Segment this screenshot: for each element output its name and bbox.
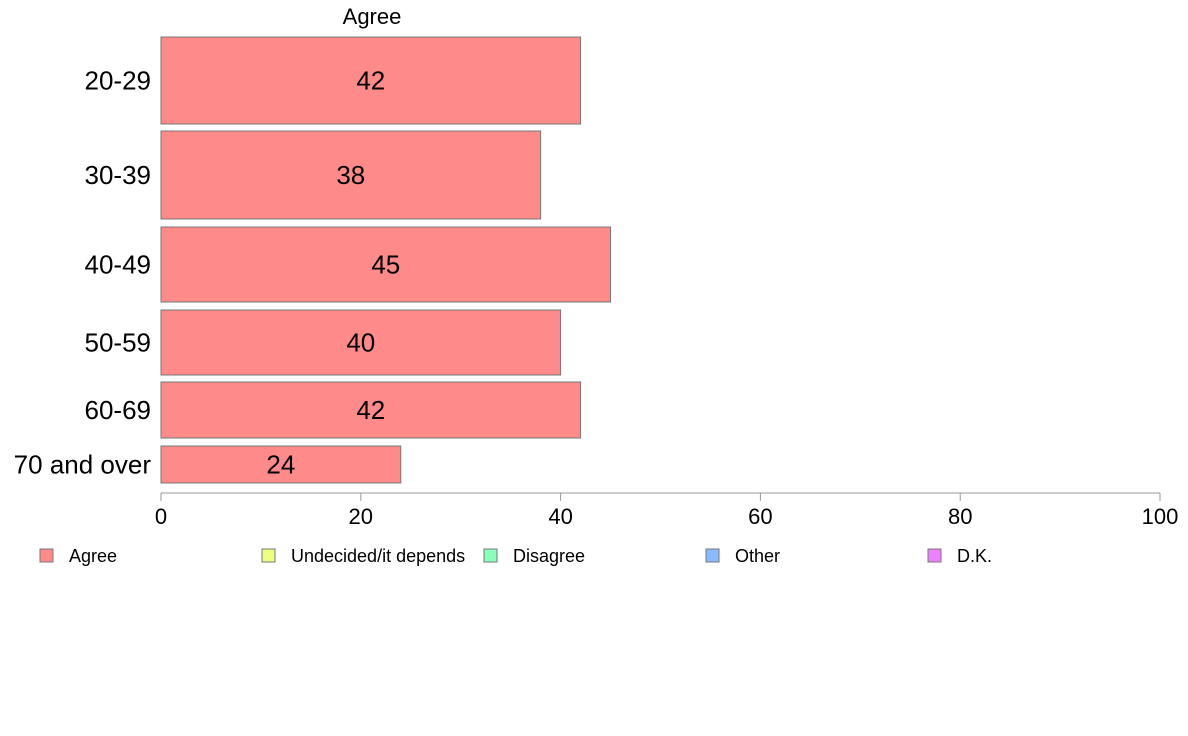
legend-swatch: [261, 548, 276, 563]
bar-value-label: 40: [346, 328, 375, 358]
bar-value-label: 42: [356, 66, 385, 96]
series-title: Agree: [343, 4, 402, 29]
x-axis: 0 20 40 60 80 100: [155, 492, 1179, 529]
legend-swatch: [705, 548, 720, 563]
x-tick-label: 20: [349, 504, 373, 529]
bar: [160, 130, 542, 220]
bar-value-label: 42: [356, 395, 385, 425]
legend-label: Other: [735, 546, 780, 566]
bars: [160, 36, 612, 484]
category-labels: 20-29 30-39 40-49 50-59 60-69 70 and over: [14, 66, 152, 480]
x-tick-label: 60: [748, 504, 772, 529]
legend-label: Disagree: [513, 546, 585, 566]
bar: [160, 445, 402, 484]
bar: [160, 36, 582, 125]
x-tick-label: 80: [948, 504, 972, 529]
bar: [160, 381, 582, 439]
category-label: 60-69: [85, 395, 152, 425]
legend-swatch: [39, 548, 54, 563]
x-tick-label: 0: [155, 504, 167, 529]
legend: Agree Undecided/it depends Disagree Other D.…: [39, 546, 992, 566]
category-label: 40-49: [85, 250, 152, 280]
bar-value-label: 45: [371, 250, 400, 280]
x-tick-label: 100: [1142, 504, 1179, 529]
bar-value-labels: 42 38 45 40 42 24: [266, 66, 400, 480]
x-tick-label: 40: [548, 504, 572, 529]
bar: [160, 226, 612, 303]
category-label: 70 and over: [14, 450, 152, 480]
legend-swatch: [483, 548, 498, 563]
bar: [160, 309, 562, 376]
legend-label: D.K.: [957, 546, 992, 566]
legend-label: Agree: [69, 546, 117, 566]
category-label: 30-39: [85, 160, 152, 190]
category-label: 20-29: [85, 66, 152, 96]
category-label: 50-59: [85, 328, 152, 358]
bar-value-label: 38: [336, 160, 365, 190]
legend-label: Undecided/it depends: [291, 546, 465, 566]
bar-value-label: 24: [266, 450, 295, 480]
legend-swatch: [927, 548, 942, 563]
